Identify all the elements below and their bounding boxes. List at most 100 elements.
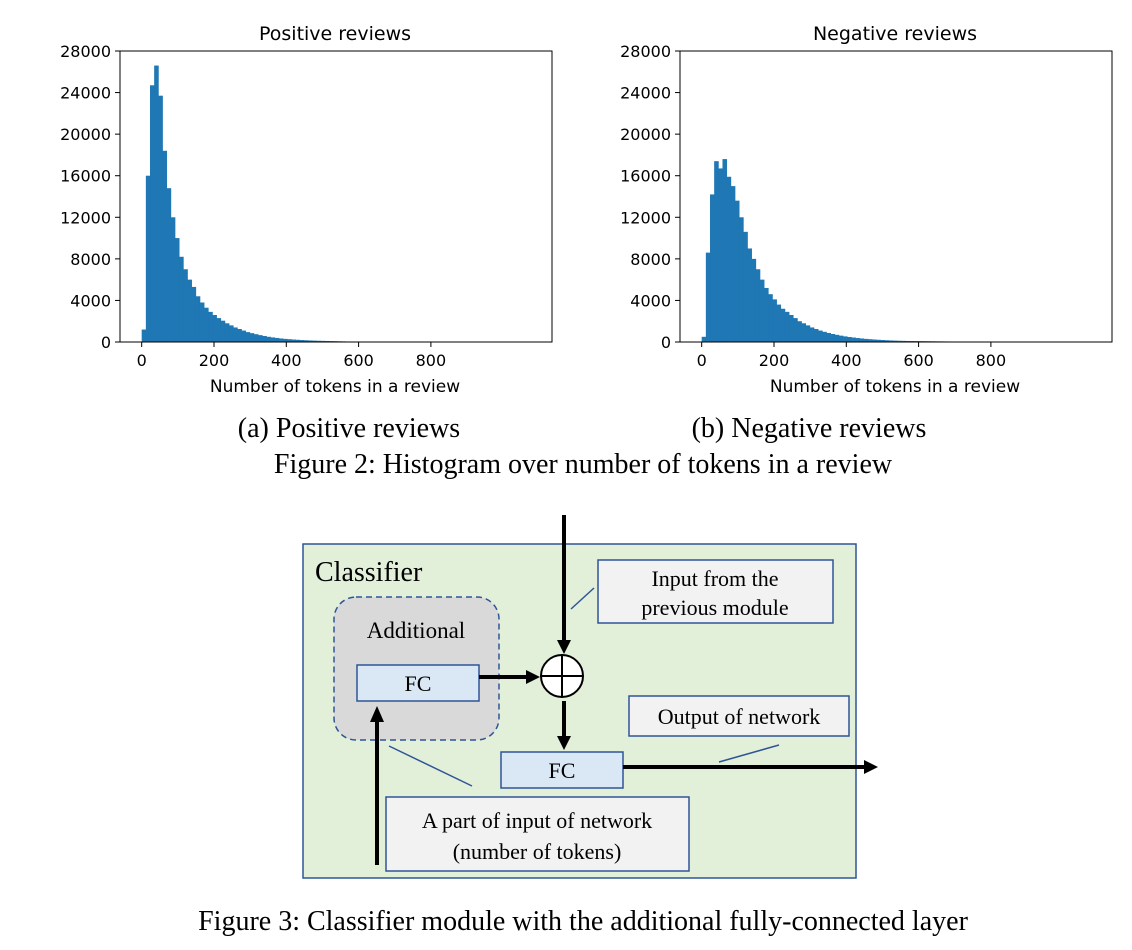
histogram-bar <box>793 318 798 342</box>
histogram-bar <box>216 318 222 342</box>
histogram-bar <box>876 339 881 342</box>
token-input-arrow <box>370 706 384 865</box>
histogram-bar <box>818 330 823 342</box>
fc-inner-label: FC <box>405 671 432 696</box>
histogram-bar <box>905 340 910 342</box>
histogram-bar <box>734 200 740 342</box>
histogram-bar <box>249 333 255 342</box>
histogram-bar <box>233 327 238 342</box>
histogram-bar <box>199 302 205 342</box>
histogram-bar <box>788 314 794 342</box>
classifier-label: Classifier <box>315 557 423 588</box>
histogram-bar <box>183 269 188 342</box>
histogram-bar <box>797 321 802 342</box>
x-tick-label: 0 <box>137 351 147 370</box>
histogram-bar <box>784 311 790 342</box>
histogram-bar <box>262 335 267 342</box>
y-tick-label: 4000 <box>630 291 671 310</box>
histogram-bar <box>847 337 852 342</box>
histogram-bar <box>195 296 201 342</box>
histogram-bar <box>258 335 263 342</box>
callout-input-line1: Input from the <box>651 566 778 591</box>
histogram-bar <box>801 323 807 342</box>
output-arrow <box>623 760 878 774</box>
histogram-bar <box>278 338 284 342</box>
callout-input-box <box>597 559 834 624</box>
y-tick-label: 24000 <box>60 84 111 103</box>
histogram-bar <box>212 314 217 342</box>
input-arrow <box>557 515 571 654</box>
fc-to-sum-arrow <box>479 670 540 684</box>
histogram-bar <box>843 336 848 342</box>
histogram-bar <box>755 269 761 342</box>
histogram-bar <box>299 340 305 342</box>
histogram-bar <box>187 279 192 342</box>
y-tick-label: 20000 <box>620 125 671 144</box>
y-tick-label: 12000 <box>60 208 111 227</box>
histogram-bar <box>805 325 811 342</box>
histogram-bar <box>747 248 752 342</box>
x-tick-label: 200 <box>199 351 230 370</box>
subcaption-a: (a) Positive reviews <box>238 413 460 444</box>
histogram-bar <box>270 337 276 342</box>
histogram-bar <box>208 311 213 342</box>
histogram-bar <box>316 340 321 342</box>
x-tick-label: 400 <box>271 351 302 370</box>
histogram-bar <box>764 287 769 342</box>
classifier-diagram: Classifier Additional FC FC <box>302 515 878 879</box>
x-tick-label: 800 <box>416 351 447 370</box>
callout-part-line2: (number of tokens) <box>453 839 622 864</box>
histogram-bar <box>179 256 184 342</box>
histogram-bar <box>714 161 719 342</box>
histogram-bar <box>867 339 873 342</box>
histogram-bar <box>751 258 757 342</box>
histogram-bar <box>303 340 309 342</box>
histogram-bar <box>772 299 777 342</box>
histogram-bar <box>295 339 301 342</box>
histogram-bar <box>283 338 288 342</box>
histogram-bar <box>220 320 226 342</box>
fc-output-box <box>500 751 624 789</box>
histogram-bar <box>768 294 773 342</box>
y-tick-label: 12000 <box>620 208 671 227</box>
y-tick-label: 8000 <box>630 250 671 269</box>
histogram-bar <box>718 168 723 342</box>
y-tick-label: 8000 <box>70 250 111 269</box>
histogram-bar <box>859 338 865 342</box>
histogram-bar <box>174 238 180 342</box>
callout-leader <box>718 744 780 763</box>
histogram-bar <box>776 304 782 342</box>
histogram-bar <box>274 337 280 342</box>
y-tick-label: 4000 <box>70 291 111 310</box>
histogram-bar <box>834 334 840 342</box>
histogram-bar <box>739 217 744 342</box>
histogram-bar <box>154 65 159 343</box>
histogram-bar <box>162 150 168 342</box>
histogram-bar <box>710 194 715 342</box>
histogram-bar <box>141 329 147 342</box>
y-tick-label: 24000 <box>620 84 671 103</box>
histogram-bar <box>888 340 894 342</box>
histogram-bar <box>191 286 197 342</box>
histogram-bar <box>730 186 736 342</box>
histogram-bar <box>759 279 765 342</box>
figure-3-caption: Figure 3: Classifier module with the add… <box>198 906 968 937</box>
chart-title: Negative reviews <box>813 23 977 45</box>
histogram-bar <box>863 338 869 342</box>
sum-to-fc-arrow <box>557 701 571 750</box>
histogram-bar <box>830 333 836 342</box>
histogram-bar <box>897 340 902 342</box>
histogram-bar <box>307 340 313 342</box>
histogram-bar <box>224 323 230 342</box>
callout-leader <box>388 745 473 787</box>
fc-inner-box <box>356 664 480 702</box>
histogram-bar <box>722 159 728 342</box>
subcaption-b: (b) Negative reviews <box>692 413 927 444</box>
histogram-bar <box>228 325 234 342</box>
y-tick-label: 16000 <box>60 167 111 186</box>
y-tick-label: 20000 <box>60 125 111 144</box>
y-tick-label: 16000 <box>620 167 671 186</box>
histogram-bar <box>237 329 242 342</box>
histogram-bar <box>743 231 748 342</box>
histogram-bar <box>241 330 247 342</box>
